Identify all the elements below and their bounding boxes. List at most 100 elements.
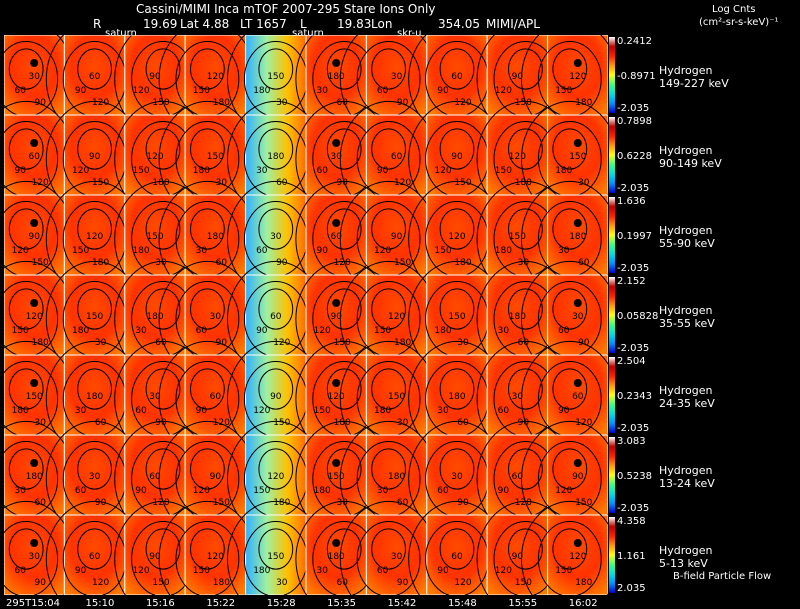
contour-label: 180	[374, 406, 391, 416]
contour-label: 30	[377, 486, 389, 496]
contour-label: 30	[135, 326, 147, 336]
institution: MIMI/APL	[486, 17, 540, 31]
contour-label: 90	[457, 498, 469, 508]
contour-line	[552, 288, 588, 330]
contour-label: 90	[451, 152, 463, 162]
contour-label: 90	[216, 338, 228, 348]
contour-label: 60	[578, 258, 590, 268]
colorbar-mid: -0.8971	[617, 71, 656, 82]
contour-label: 150	[267, 552, 284, 562]
contour-line	[189, 208, 225, 250]
contour-line	[145, 48, 181, 90]
contour-label: 60	[572, 392, 584, 402]
contour-line	[520, 500, 608, 595]
contour-line	[145, 528, 181, 570]
contour-label: 60	[330, 232, 342, 242]
contour-label: 150	[253, 486, 270, 496]
planet-marker	[573, 59, 582, 67]
contour-label: 90	[397, 98, 409, 108]
contour-label: 60	[457, 418, 469, 428]
contour-line	[507, 288, 543, 330]
time-label: 15:55	[508, 598, 538, 609]
contour-line	[258, 368, 294, 410]
species-label: Hydrogen	[659, 64, 713, 77]
contour-label: 30	[498, 326, 510, 336]
planet-marker	[332, 379, 341, 387]
contour-label: 30	[216, 178, 228, 188]
contour-line	[439, 48, 475, 90]
frame-tag: skr-u	[397, 28, 422, 39]
contour-label: 60	[196, 326, 208, 336]
contour-label: 120	[328, 392, 345, 402]
contour-line	[77, 208, 113, 250]
time-label: 16:02	[568, 598, 598, 609]
contour-line	[189, 528, 225, 570]
contour-line	[145, 128, 181, 170]
contour-label: 150	[434, 246, 451, 256]
contour-label: 90	[391, 232, 403, 242]
contour-label: 90	[276, 258, 288, 268]
contour-label: 30	[572, 312, 584, 322]
contour-label: 30	[578, 178, 590, 188]
contour-line	[4, 521, 59, 595]
contour-label: 120	[207, 552, 224, 562]
contour-line	[326, 528, 362, 570]
energy-label: 13-24 keV	[659, 477, 715, 490]
contour-line	[552, 368, 588, 410]
contour-label: 60	[155, 338, 167, 348]
contour-label: 90	[34, 578, 46, 588]
colorbar	[609, 437, 615, 513]
contour-label: 180	[509, 312, 526, 322]
contour-line	[507, 368, 543, 410]
contour-label: 150	[454, 178, 471, 188]
contour-line	[552, 128, 588, 170]
contour-label: 150	[569, 152, 586, 162]
contour-label: 150	[394, 258, 411, 268]
contour-label: 180	[152, 178, 169, 188]
contour-label: 30	[316, 86, 328, 96]
contour-line	[507, 48, 543, 90]
contour-label: 150	[152, 578, 169, 588]
energy-label: 55-90 keV	[659, 237, 715, 250]
contour-label: 120	[454, 98, 471, 108]
contour-label: 30	[451, 472, 463, 482]
contour-label: 30	[457, 338, 469, 348]
contour-label: 120	[92, 578, 109, 588]
contour-label: 30	[14, 486, 26, 496]
contour-line	[552, 528, 588, 570]
planet-marker	[30, 459, 39, 467]
contour-label: 30	[28, 552, 40, 562]
contour-line	[258, 528, 294, 570]
contour-label: 120	[152, 498, 169, 508]
planet-marker	[30, 539, 39, 547]
contour-label: 60	[210, 392, 222, 402]
contour-label: 30	[512, 392, 524, 402]
contour-label: 120	[575, 418, 592, 428]
contour-label: 180	[555, 166, 572, 176]
contour-line	[439, 448, 475, 490]
contour-label: 90	[397, 578, 409, 588]
contour-label: 90	[155, 418, 167, 428]
contour-line	[552, 448, 588, 490]
contour-label: 30	[391, 552, 403, 562]
colorbar-min: -2.035	[617, 263, 650, 274]
species-label: Hydrogen	[659, 544, 713, 557]
contour-label: 90	[256, 326, 268, 336]
contour-line	[8, 528, 44, 570]
colorbar-min: -2.035	[617, 103, 650, 114]
contour-line	[258, 208, 294, 250]
contour-label: 120	[213, 418, 230, 428]
contour-label: 60	[336, 98, 348, 108]
contour-label: 90	[89, 152, 101, 162]
planet-marker	[573, 539, 582, 547]
contour-label: 180	[448, 392, 465, 402]
contour-line	[371, 48, 407, 90]
pos-lon-value: 19.83	[337, 17, 372, 31]
contour-label: 30	[316, 566, 328, 576]
contour-line	[439, 368, 475, 410]
contour-label: 180	[213, 578, 230, 588]
contour-label: 120	[92, 98, 109, 108]
contour-label: 180	[213, 98, 230, 108]
contour-label: 180	[146, 312, 163, 322]
contour-label: 90	[437, 86, 449, 96]
